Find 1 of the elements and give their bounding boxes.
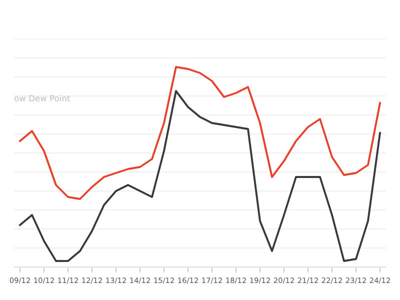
annotation: ow Dew Point: [14, 94, 70, 102]
